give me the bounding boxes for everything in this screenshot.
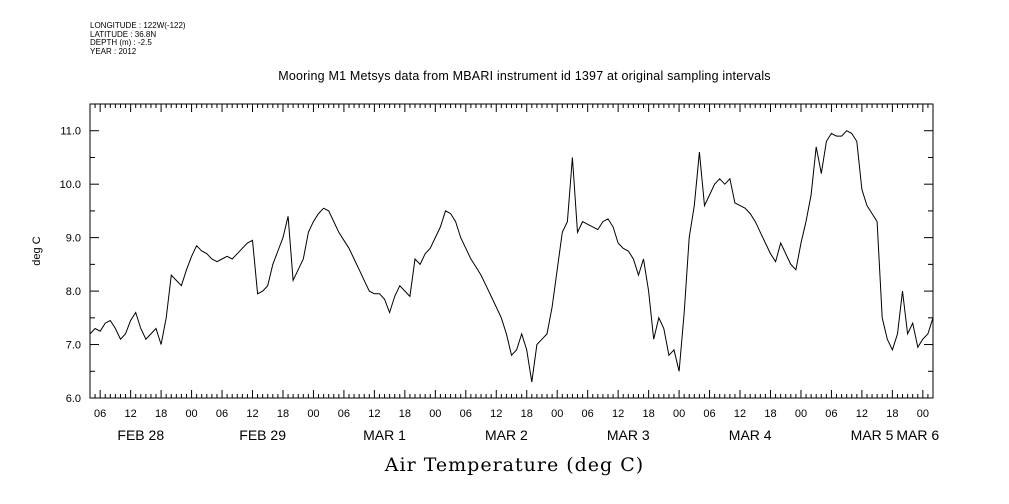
x-tick-label: 00 [917, 408, 929, 420]
x-tick-label: 18 [399, 408, 411, 420]
x-tick-label: 00 [673, 408, 685, 420]
x-tick-label: 18 [642, 408, 654, 420]
x-tick-label: 12 [856, 408, 868, 420]
x-tick-label: 00 [185, 408, 197, 420]
x-date-label: MAR 5 [851, 427, 894, 443]
x-date-label: FEB 29 [239, 427, 286, 443]
x-tick-label: 18 [886, 408, 898, 420]
x-tick-label: 12 [368, 408, 380, 420]
year-label: YEAR : 2012 [90, 46, 137, 56]
x-tick-label: 06 [94, 408, 106, 420]
metadata-block: LONGITUDE : 122W(-122) LATITUDE : 36.8N … [90, 21, 186, 56]
x-tick-label: 06 [460, 408, 472, 420]
chart-title: Mooring M1 Metsys data from MBARI instru… [278, 69, 771, 83]
y-tick-label: 8.0 [66, 286, 81, 298]
y-tick-label: 9.0 [66, 233, 81, 245]
y-tick-label: 10.0 [60, 179, 81, 191]
x-tick-label: 12 [246, 408, 258, 420]
x-tick-label: 12 [734, 408, 746, 420]
y-axis-label: deg C [31, 236, 43, 265]
x-tick-label: 00 [795, 408, 807, 420]
x-tick-label: 06 [825, 408, 837, 420]
depth-label: DEPTH (m) : -2.5 [90, 38, 152, 48]
x-tick-label: 00 [307, 408, 319, 420]
x-tick-label: 00 [551, 408, 563, 420]
x-date-label: MAR 2 [485, 427, 528, 443]
x-tick-label: 06 [216, 408, 228, 420]
x-tick-label: 12 [490, 408, 502, 420]
x-tick-label: 06 [582, 408, 594, 420]
y-tick-label: 6.0 [66, 393, 81, 405]
longitude-label: LONGITUDE : 122W(-122) [90, 21, 186, 30]
series-line [89, 130, 934, 383]
y-tick-label: 7.0 [66, 340, 81, 352]
y-tick-label: 11.0 [60, 126, 81, 138]
x-tick-label: 12 [612, 408, 624, 420]
x-tick-label: 18 [155, 408, 167, 420]
x-tick-label: 00 [429, 408, 441, 420]
x-axis-title: Air Temperature (deg C) [384, 454, 645, 476]
x-tick-label: 18 [521, 408, 533, 420]
x-axis: 06 12 18 00 06 12 18 00 06 12 18 00 06 12 18 00 06 12 18 00… [89, 104, 939, 443]
x-tick-label: 18 [764, 408, 776, 420]
x-tick-label: 12 [125, 408, 137, 420]
x-tick-label: 06 [338, 408, 350, 420]
y-axis: 6.0 7.0 8.0 9.0 10.0 11.0 [60, 103, 933, 405]
x-tick-label: 06 [703, 408, 715, 420]
x-tick-label: 18 [277, 408, 289, 420]
latitude-label: LATITUDE : 36.8N [90, 29, 157, 39]
x-date-label: MAR 3 [607, 427, 650, 443]
x-date-label: MAR 1 [363, 427, 406, 443]
x-date-label: MAR 4 [729, 427, 772, 443]
x-date-label: MAR 6 [896, 427, 939, 443]
x-date-label: FEB 28 [117, 427, 164, 443]
